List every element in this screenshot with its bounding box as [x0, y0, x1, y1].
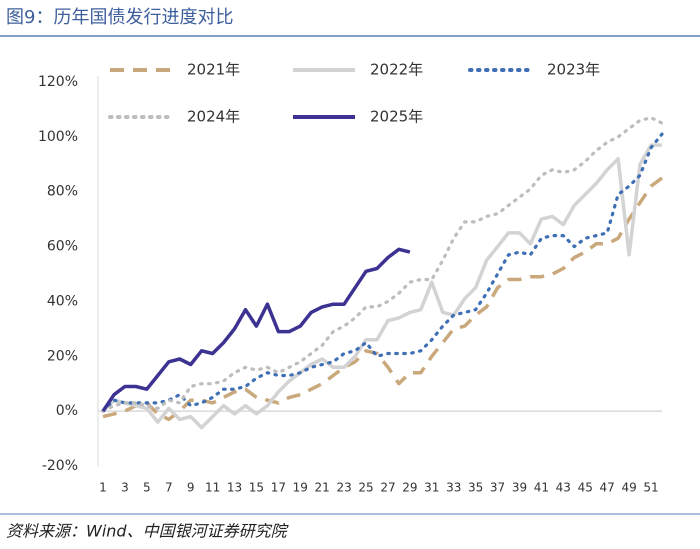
- x-tick-label: 1: [99, 481, 107, 495]
- x-tick-label: 39: [512, 481, 527, 495]
- x-tick-label: 23: [336, 481, 351, 495]
- x-tick-label: 19: [293, 481, 308, 495]
- x-tick-label: 13: [227, 481, 242, 495]
- legend-label: 2024年: [187, 108, 240, 126]
- legend-label: 2021年: [187, 61, 240, 79]
- series-line: [101, 116, 664, 413]
- y-tick-label: 80%: [47, 184, 78, 200]
- y-tick-label: 100%: [38, 129, 78, 145]
- y-tick-label: 60%: [47, 239, 78, 255]
- legend-label: 2025年: [370, 108, 423, 126]
- x-tick-label: 27: [380, 481, 395, 495]
- y-tick-label: -20%: [42, 458, 78, 474]
- x-tick-label: 41: [534, 481, 549, 495]
- series-line: [101, 247, 411, 413]
- x-tick-label: 43: [556, 481, 571, 495]
- x-tick-label: 35: [468, 481, 483, 495]
- x-tick-label: 29: [402, 481, 417, 495]
- y-tick-label: 40%: [47, 293, 78, 309]
- x-tick-label: 11: [205, 481, 220, 495]
- x-tick-label: 21: [315, 481, 330, 495]
- series-line: [101, 143, 662, 430]
- y-tick-label: 20%: [47, 348, 78, 364]
- y-tick-label: 0%: [56, 403, 78, 419]
- chart-title: 图9：历年国债发行进度对比: [6, 7, 233, 28]
- x-tick-label: 45: [578, 481, 593, 495]
- series-line: [102, 176, 664, 422]
- x-tick-label: 37: [490, 481, 505, 495]
- x-tick-label: 49: [621, 481, 636, 495]
- x-tick-label: 31: [424, 481, 439, 495]
- x-tick-label: 25: [358, 481, 373, 495]
- legend-label: 2023年: [547, 61, 600, 79]
- x-tick-label: 17: [271, 481, 286, 495]
- y-tick-label: 120%: [38, 74, 78, 90]
- series-line: [101, 132, 664, 413]
- x-tick-label: 7: [165, 481, 173, 495]
- x-tick-label: 9: [187, 481, 195, 495]
- x-tick-label: 15: [249, 481, 264, 495]
- x-tick-label: 51: [643, 481, 658, 495]
- x-tick-label: 33: [446, 481, 461, 495]
- x-tick-label: 5: [143, 481, 151, 495]
- legend-label: 2022年: [370, 61, 423, 79]
- x-tick-label: 3: [121, 481, 129, 495]
- source: 资料来源：Wind、中国银河证券研究院: [6, 522, 290, 541]
- x-tick-label: 47: [600, 481, 615, 495]
